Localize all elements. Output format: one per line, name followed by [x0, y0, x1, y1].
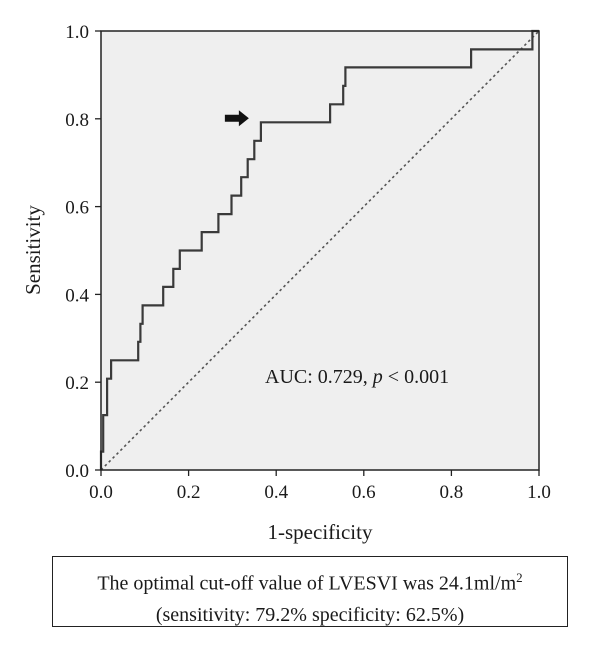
x-tick-label: 0.0 — [89, 482, 113, 503]
roc-chart: 0.0 0.2 0.4 0.6 0.8 1.0 0.0 0.2 0.4 0.6 0.8 1.0 AU… — [21, 22, 551, 544]
x-tick-label: 0.6 — [352, 482, 376, 503]
x-tick-label: 0.8 — [440, 482, 464, 503]
y-tick-label: 0.2 — [65, 373, 89, 394]
auc-suffix: < 0.001 — [383, 366, 449, 388]
reference-diagonal — [100, 30, 540, 471]
x-tick-label: 0.2 — [177, 482, 201, 503]
caption-line-2: (sensitivity: 79.2% specificity: 62.5%) — [155, 603, 465, 626]
auc-p-symbol: p — [371, 366, 383, 388]
y-tick-label: 0.6 — [65, 198, 89, 219]
auc-annotation: AUC: 0.729, p < 0.001 — [265, 366, 449, 388]
caption-line-1: The optimal cut-off value of LVESVI was … — [53, 562, 567, 600]
caption-line-1-text: The optimal cut-off value of LVESVI was … — [97, 572, 517, 595]
y-tick-label: 1.0 — [65, 22, 89, 43]
caption-box: The optimal cut-off value of LVESVI was … — [52, 556, 568, 627]
cutoff-arrow-icon — [224, 110, 249, 127]
y-tick-label: 0.0 — [65, 461, 89, 482]
x-tick-label: 1.0 — [527, 482, 551, 503]
y-tick-label: 0.4 — [65, 285, 89, 306]
roc-curve-line — [99, 29, 539, 470]
caption-superscript: 2 — [516, 570, 523, 585]
y-tick-label: 0.8 — [65, 110, 89, 131]
plot-frame — [100, 30, 540, 471]
y-axis-title: Sensitivity — [21, 205, 45, 295]
x-tick-label: 0.4 — [264, 482, 288, 503]
x-axis-title: 1-specificity — [268, 520, 373, 544]
auc-prefix: AUC: 0.729, — [265, 366, 373, 388]
